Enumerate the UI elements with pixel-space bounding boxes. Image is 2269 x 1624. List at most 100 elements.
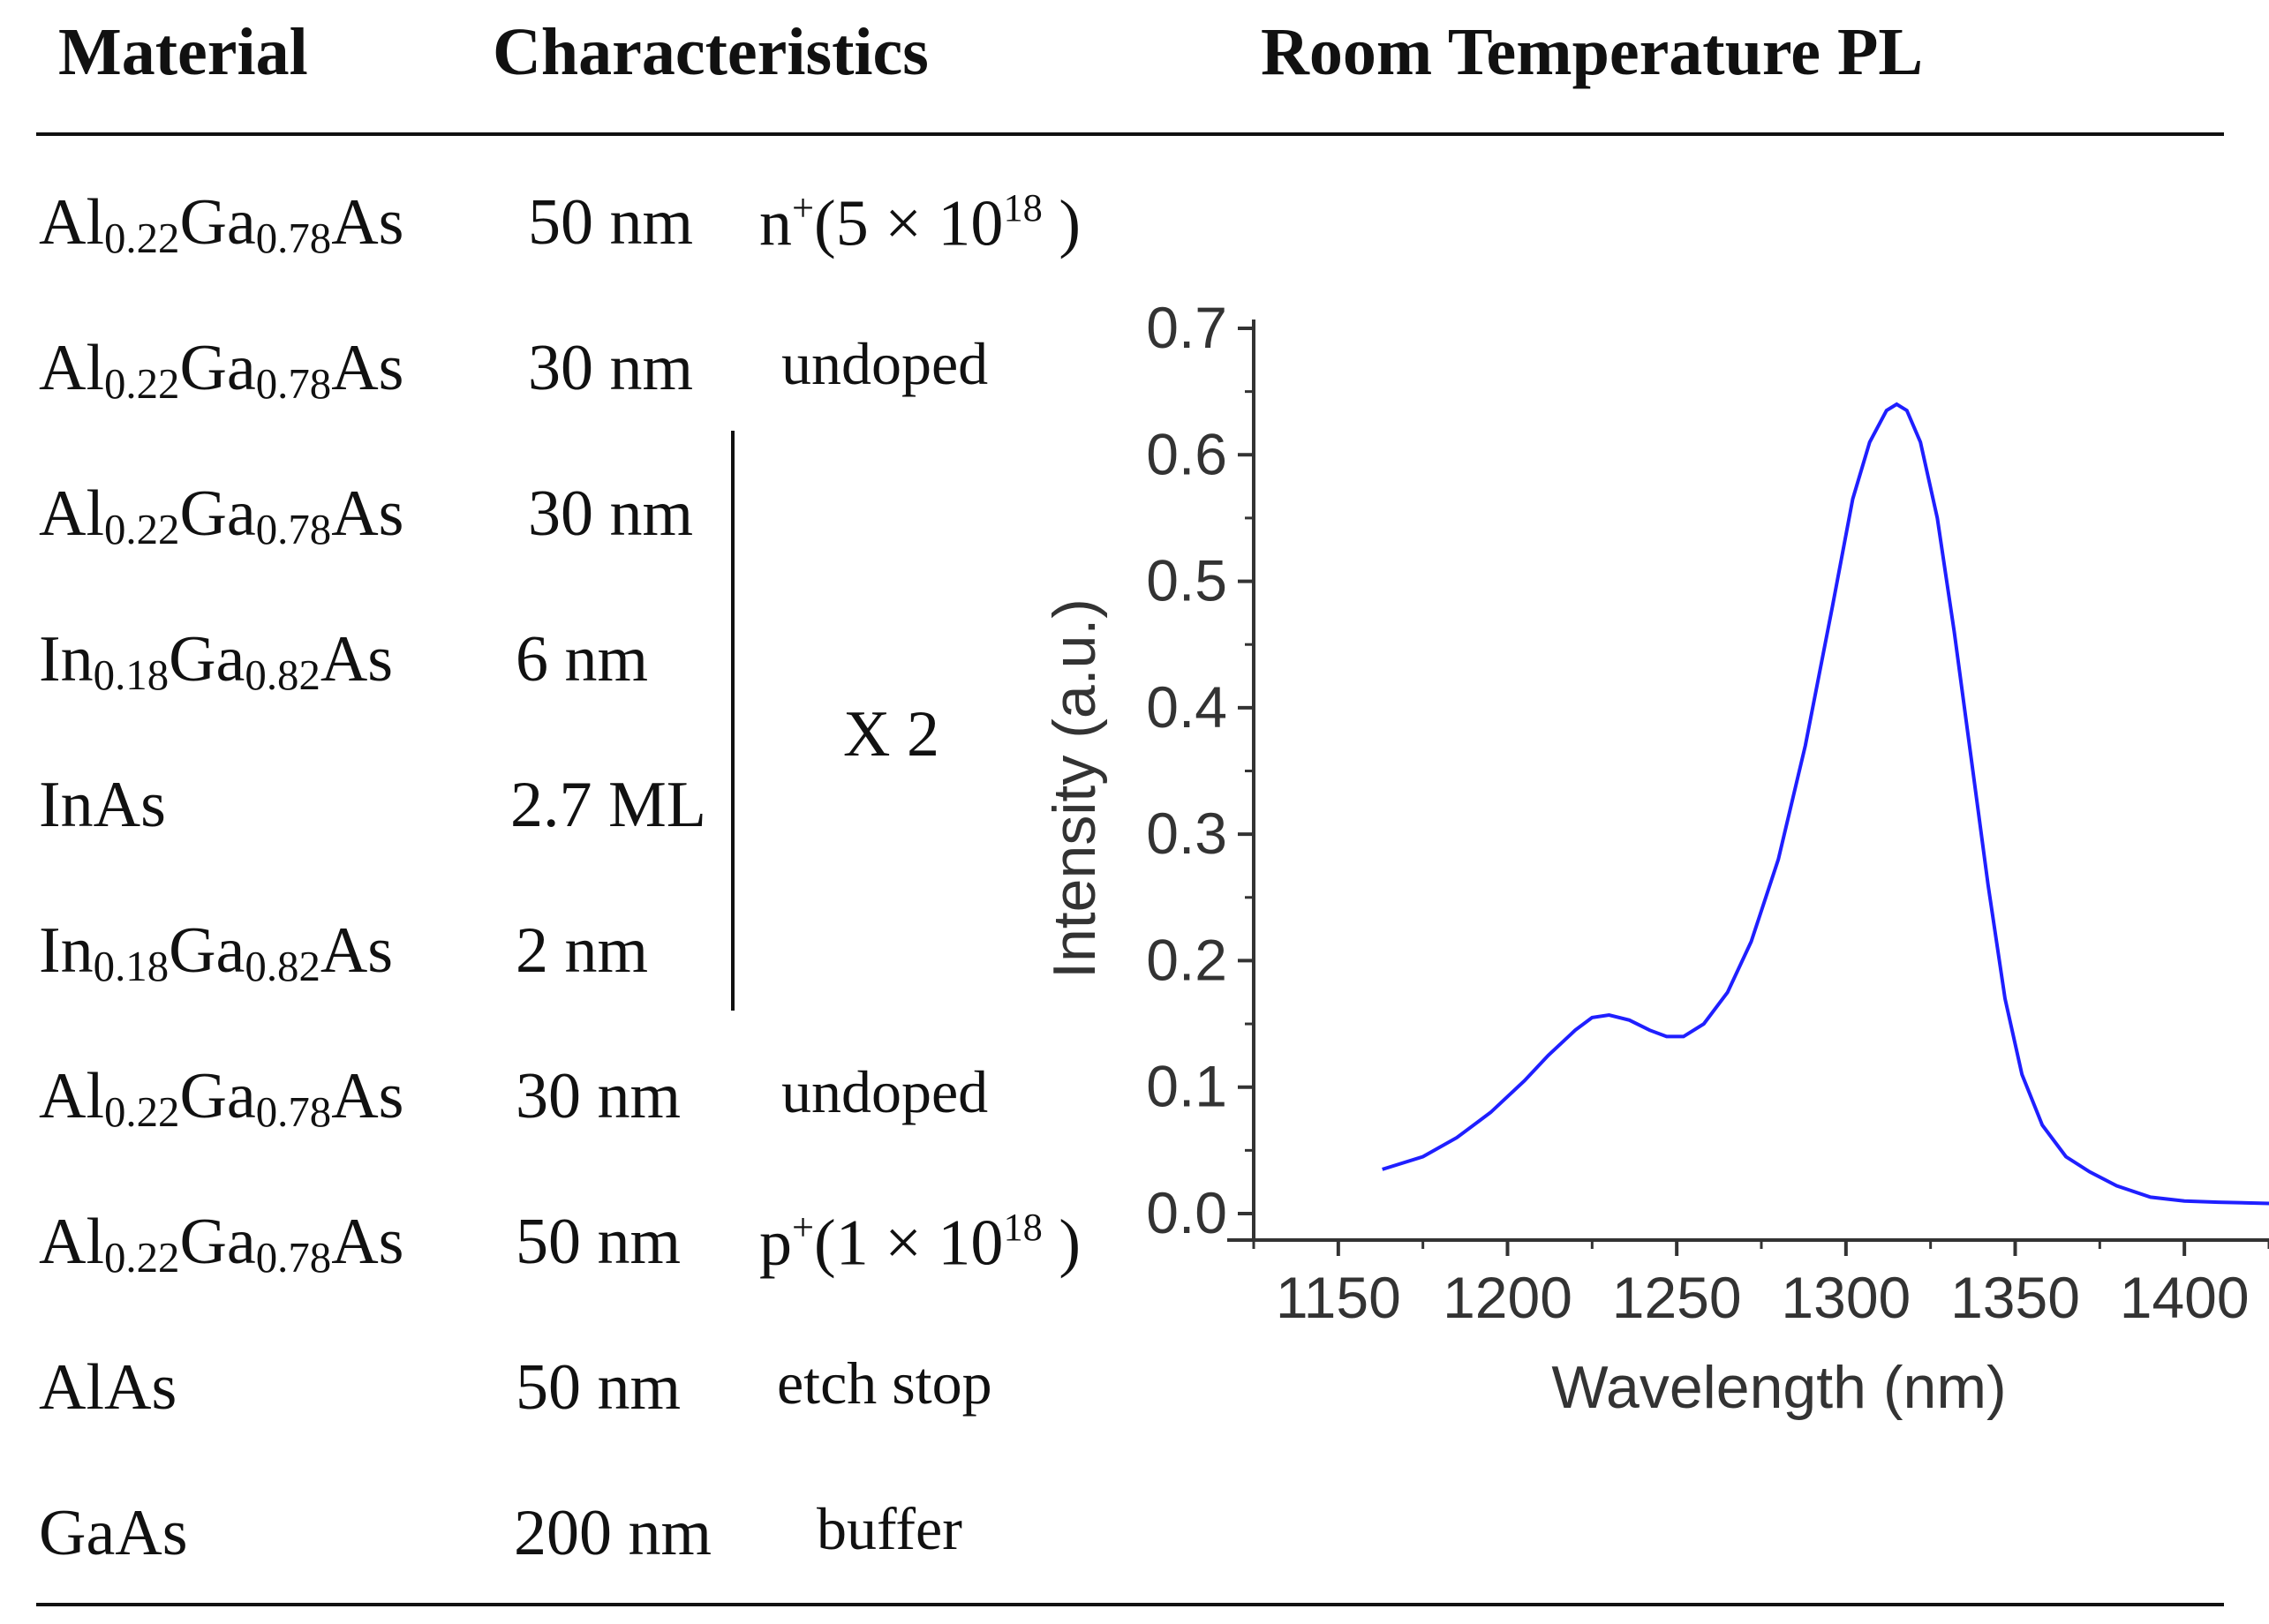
row-thickness: 200 nm — [514, 1497, 712, 1569]
row-thickness: 2 nm — [516, 914, 649, 987]
text-fragment: 0.22 — [104, 1232, 180, 1282]
y-tick-label: 0.4 — [1146, 674, 1227, 740]
header-characteristics: Characteristics — [493, 15, 929, 89]
text-fragment: 0.18 — [93, 650, 170, 699]
text-fragment: Al — [39, 1060, 104, 1132]
x-tick-label: 1400 — [2120, 1265, 2250, 1330]
row-material: In0.18Ga0.82As — [39, 627, 393, 697]
row-material: AlAs — [39, 1355, 177, 1420]
text-fragment: ) — [1042, 1207, 1081, 1280]
row-material: InAs — [39, 772, 166, 838]
top-rule — [36, 132, 2224, 136]
row-note: buffer — [817, 1499, 962, 1559]
text-fragment: 0.22 — [104, 213, 180, 262]
y-ticks: 0.0 0.1 0.2 0.3 0.4 0.5 0.6 0.7 — [1146, 295, 1254, 1245]
row-note: p+(1 × 1018 ) — [759, 1207, 1081, 1276]
text-fragment: 0.22 — [104, 1086, 180, 1136]
pl-curve-line — [1382, 402, 2269, 1206]
text-fragment: 0.22 — [104, 504, 180, 553]
text-fragment: Ga — [169, 623, 245, 695]
row-thickness: 50 nm — [516, 1206, 682, 1278]
text-fragment: etch stop — [777, 1350, 992, 1417]
bottom-rule — [36, 1603, 2224, 1606]
text-fragment: n — [759, 187, 792, 260]
text-fragment: buffer — [817, 1495, 962, 1562]
text-fragment: 0.78 — [255, 504, 332, 553]
header-room-temperature-pl: Room Temperature PL — [1261, 15, 1924, 89]
x-tick-label: 1250 — [1612, 1265, 1742, 1330]
text-fragment: Ga — [169, 914, 245, 987]
text-fragment: Al — [39, 332, 104, 404]
text-fragment: undoped — [781, 1058, 989, 1125]
text-fragment: (5 × 10 — [814, 187, 1004, 260]
text-fragment: 0.78 — [255, 1086, 332, 1136]
x-ticks: 1150 1200 1250 1300 1350 1400 — [1252, 1240, 2269, 1330]
repeat-label: X 2 — [843, 698, 939, 771]
text-fragment: 0.82 — [245, 941, 320, 990]
text-fragment: 0.18 — [93, 941, 170, 990]
text-fragment: GaAs — [39, 1497, 188, 1569]
text-fragment: In — [39, 623, 94, 695]
text-fragment: Ga — [179, 477, 256, 550]
y-tick-label: 0.2 — [1146, 927, 1227, 992]
row-thickness: 30 nm — [528, 477, 694, 550]
repeat-bracket-line — [731, 431, 735, 1011]
row-material: In0.18Ga0.82As — [39, 918, 393, 989]
text-fragment: As — [320, 914, 394, 987]
text-fragment: + — [792, 185, 815, 229]
text-fragment: 0.78 — [255, 358, 332, 408]
text-fragment: p — [759, 1207, 792, 1280]
text-fragment: As — [331, 477, 404, 550]
text-fragment: As — [331, 332, 404, 404]
text-fragment: 0.78 — [255, 213, 332, 262]
text-fragment: ) — [1042, 187, 1081, 260]
text-fragment: 18 — [1003, 1205, 1043, 1249]
text-fragment: Ga — [179, 1060, 256, 1132]
row-thickness: 50 nm — [516, 1351, 682, 1424]
text-fragment: 0.22 — [104, 358, 180, 408]
row-material: GaAs — [39, 1500, 188, 1566]
x-tick-label: 1350 — [1950, 1265, 2080, 1330]
text-fragment: Al — [39, 1206, 104, 1278]
pl-spectrum-chart: 0.0 0.1 0.2 0.3 0.4 0.5 0.6 0.7 1150 1200 1250 130… — [1041, 295, 2269, 1421]
row-note: etch stop — [777, 1353, 992, 1413]
text-fragment: Ga — [179, 332, 256, 404]
x-tick-label: 1200 — [1443, 1265, 1572, 1330]
row-material: Al0.22Ga0.78As — [39, 1064, 403, 1134]
text-fragment: (1 × 10 — [814, 1207, 1004, 1280]
text-fragment: As — [331, 1060, 404, 1132]
chart-axes — [1227, 320, 2269, 1242]
y-axis-label: Intensity (a.u.) — [1041, 598, 1108, 979]
text-fragment: As — [331, 186, 404, 259]
x-tick-label: 1150 — [1276, 1265, 1401, 1330]
text-fragment: Ga — [179, 186, 256, 259]
row-thickness: 50 nm — [528, 186, 694, 259]
y-tick-label: 0.5 — [1146, 548, 1227, 613]
text-fragment: Al — [39, 186, 104, 259]
text-fragment: Ga — [179, 1206, 256, 1278]
text-fragment: In — [39, 914, 94, 987]
y-tick-label: 0.7 — [1146, 295, 1227, 360]
text-fragment: AlAs — [39, 1351, 177, 1424]
text-fragment: 18 — [1003, 185, 1043, 229]
text-fragment: Al — [39, 477, 104, 550]
y-tick-label: 0.0 — [1146, 1180, 1227, 1245]
text-fragment: 0.78 — [255, 1232, 332, 1282]
y-tick-label: 0.3 — [1146, 801, 1227, 866]
x-tick-label: 1300 — [1781, 1265, 1911, 1330]
row-material: Al0.22Ga0.78As — [39, 1209, 403, 1280]
y-tick-label: 0.6 — [1146, 421, 1227, 486]
text-fragment: As — [331, 1206, 404, 1278]
text-fragment: 0.82 — [245, 650, 320, 699]
text-fragment: InAs — [39, 769, 166, 841]
row-thickness: 30 nm — [528, 332, 694, 404]
row-note: undoped — [781, 334, 988, 394]
row-material: Al0.22Ga0.78As — [39, 481, 403, 552]
y-tick-label: 0.1 — [1146, 1054, 1227, 1119]
row-material: Al0.22Ga0.78As — [39, 335, 403, 406]
x-axis-label: Wavelength (nm) — [1551, 1354, 2006, 1421]
text-fragment: + — [792, 1205, 815, 1249]
text-fragment: As — [320, 623, 394, 695]
row-thickness: 2.7 ML — [510, 769, 706, 841]
header-material: Material — [58, 15, 308, 89]
